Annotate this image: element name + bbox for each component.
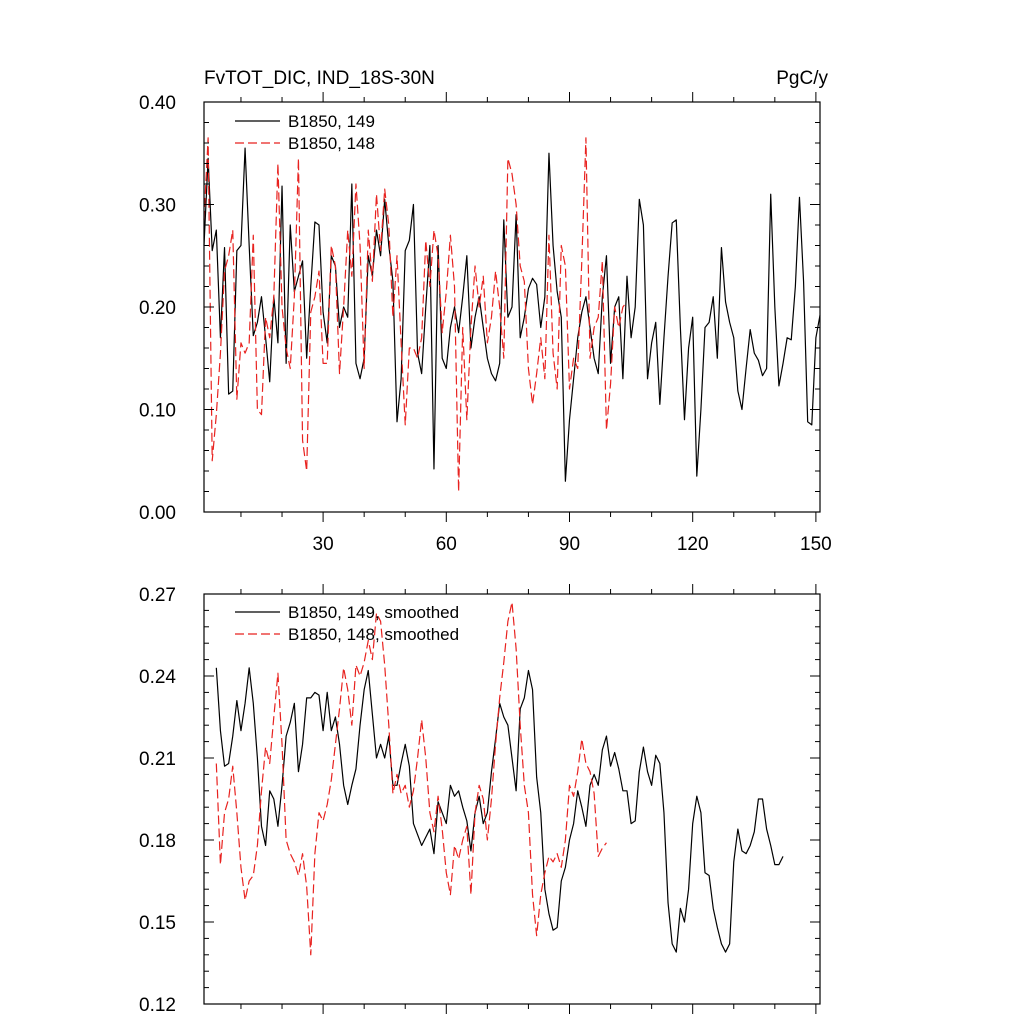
bottom-ytick-label: 0.18 [139,831,176,852]
bottom-series-148-line [215,601,607,956]
top-legend-label-149: B1850, 149 [288,112,375,131]
bottom-panel: 0.12 0.15 0.18 0.21 0.24 0.27 B1850, 149, smo… [139,584,821,1016]
units-label: PgC/y [776,68,828,89]
bottom-plot-frame [203,593,821,1005]
bottom-legend-label-148: B1850, 148, smoothed [288,625,459,644]
bottom-ytick-label: 0.24 [139,667,176,688]
bottom-ytick-label: 0.27 [139,585,176,606]
top-series-148-line [203,137,628,493]
top-xtick-label: 30 [313,534,334,555]
bottom-series-149-line [215,667,784,953]
bottom-legend-label-149: B1850, 149, smoothed [288,603,459,622]
top-series-149-line [203,147,821,482]
bottom-series-layer [215,601,784,956]
top-ytick-label: 0.20 [139,298,176,319]
top-xtick-label: 150 [800,534,832,555]
top-ytick-label: 0.10 [139,401,176,422]
bottom-axis-layer: 0.12 0.15 0.18 0.21 0.24 0.27 [139,584,821,1016]
bottom-legend: B1850, 149, smoothed B1850, 148, smoothe… [235,603,459,644]
bottom-ytick-label: 0.12 [139,995,176,1016]
top-panel: 30 60 90 120 150 0.00 0.10 0.20 0.30 0.40 B1850, … [139,92,832,555]
bottom-ytick-label: 0.15 [139,913,176,934]
top-xtick-label: 120 [677,534,709,555]
top-series-layer [203,137,821,493]
top-ytick-label: 0.00 [139,503,176,524]
chart-title: FvTOT_DIC, IND_18S-30N [204,68,435,89]
top-ytick-label: 0.30 [139,196,176,217]
top-axis-layer: 30 60 90 120 150 0.00 0.10 0.20 0.30 0.40 [139,92,832,555]
top-legend: B1850, 149 B1850, 148 [235,112,375,153]
top-legend-label-148: B1850, 148 [288,134,375,153]
top-xtick-label: 60 [436,534,457,555]
bottom-ytick-label: 0.21 [139,749,176,770]
top-ytick-label: 0.40 [139,93,176,114]
top-xtick-label: 90 [559,534,580,555]
